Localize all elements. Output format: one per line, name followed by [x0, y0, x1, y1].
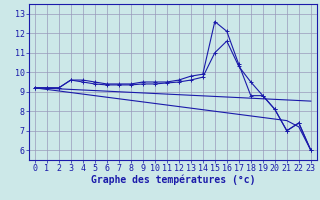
X-axis label: Graphe des températures (°c): Graphe des températures (°c): [91, 175, 255, 185]
